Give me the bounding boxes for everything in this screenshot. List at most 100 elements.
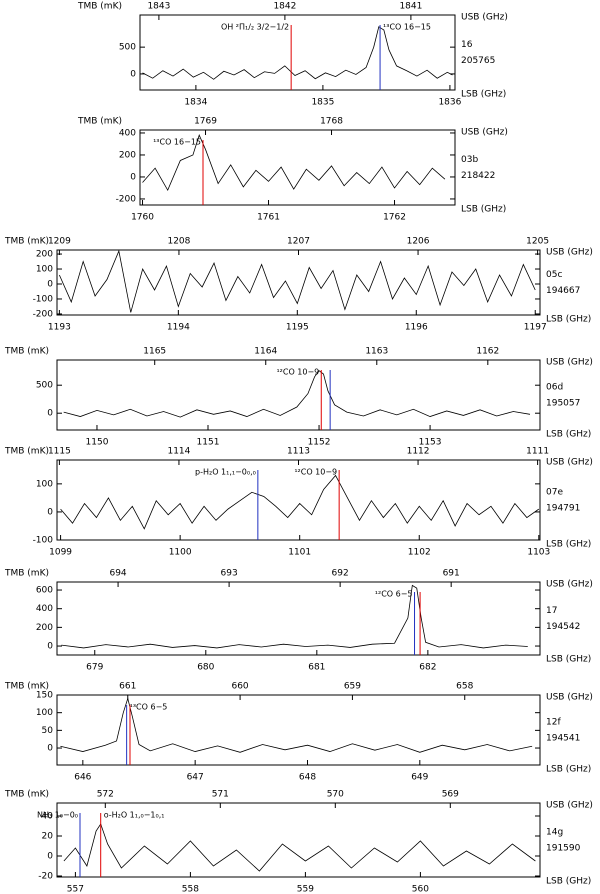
y-tick-label: 0 (47, 409, 53, 419)
spectrum (63, 370, 531, 418)
line-label: OH ²Π₁/₂ 3/2−1/2 (221, 23, 289, 32)
usb-label: USB (GHz) (546, 693, 593, 703)
x2-tick-label: 658 (456, 682, 473, 692)
x2-tick-label: 1209 (48, 237, 71, 247)
x-tick-label: 1836 (438, 98, 461, 108)
x2-tick-label: 1769 (194, 117, 217, 127)
x-tick-label: 1197 (524, 323, 547, 333)
plot-frame (139, 129, 456, 206)
x-tick-label: 1151 (197, 438, 220, 448)
y-tick-label: 0 (47, 507, 53, 517)
x-tick-label: 1196 (405, 323, 428, 333)
obs-id: 14g (546, 828, 563, 838)
x-tick-label: 646 (74, 773, 91, 783)
y-tick-label: 20 (42, 832, 54, 842)
y-tick-label: 500 (119, 43, 136, 53)
x-tick-label: 681 (308, 663, 325, 673)
spectrum (142, 26, 453, 80)
y-axis-label: TMB (mK) (4, 790, 49, 800)
x-tick-label: 649 (411, 773, 428, 783)
y-tick-label: 40 (42, 812, 54, 822)
y-tick-label: -200 (33, 309, 54, 319)
x-tick-label: 1101 (288, 548, 311, 558)
usb-label: USB (GHz) (546, 458, 593, 468)
y-tick-label: 100 (36, 479, 53, 489)
usb-label: USB (GHz) (546, 801, 593, 811)
obs-id: 17 (546, 606, 557, 616)
x2-tick-label: 569 (442, 790, 459, 800)
lsb-label: LSB (GHz) (546, 315, 591, 325)
line-label: o-H₂O 1₁,₀−1₀,₁ (104, 811, 165, 820)
x-tick-label: 1760 (131, 213, 154, 223)
spectrum (63, 823, 536, 872)
x2-tick-label: 1206 (407, 237, 430, 247)
y-axis-label: TMB (mK) (4, 682, 49, 692)
lsb-label: LSB (GHz) (461, 90, 506, 100)
x-tick-label: 1100 (169, 548, 192, 558)
plot-frame (56, 581, 541, 656)
x2-tick-label: 693 (221, 569, 238, 579)
line-label: ¹³CO 16−15 (383, 23, 431, 32)
y-tick-label: 0 (47, 744, 53, 754)
x-tick-label: 1102 (408, 548, 431, 558)
spectrum (61, 584, 528, 649)
x-tick-label: 1195 (286, 323, 309, 333)
y-tick-label: 0 (130, 69, 136, 79)
usb-label: USB (GHz) (546, 580, 593, 590)
x-tick-label: 1099 (49, 548, 72, 558)
y-tick-label: 200 (36, 250, 53, 260)
x-tick-label: 1152 (308, 438, 331, 448)
line-label: ¹³CO 6−5 (130, 703, 168, 712)
y-tick-label: 0 (130, 172, 136, 182)
x-tick-label: 1150 (86, 438, 109, 448)
plot-frame (56, 359, 541, 431)
x2-tick-label: 1842 (273, 2, 296, 12)
x-tick-label: 648 (299, 773, 316, 783)
spectrum (60, 474, 540, 530)
y-axis-label: TMB (mK) (4, 237, 49, 247)
obs-number: 218422 (461, 171, 495, 181)
y-tick-label: 600 (36, 586, 53, 596)
usb-label: USB (GHz) (461, 13, 508, 23)
lsb-label: LSB (GHz) (546, 540, 591, 550)
x-tick-label: 558 (182, 885, 199, 894)
x2-tick-label: 1112 (407, 447, 430, 457)
x-tick-label: 682 (419, 663, 436, 673)
y-tick-label: 500 (36, 381, 53, 391)
x-tick-label: 559 (297, 885, 314, 894)
y-tick-label: 400 (36, 604, 53, 614)
y-tick-label: 0 (47, 279, 53, 289)
y-tick-label: -100 (33, 536, 54, 546)
x2-tick-label: 1113 (287, 447, 310, 457)
line-label: ¹³CO 16−15 (153, 138, 201, 147)
lsb-label: LSB (GHz) (546, 655, 591, 665)
usb-label: USB (GHz) (546, 358, 593, 368)
x-tick-label: 1835 (311, 98, 334, 108)
lsb-label: LSB (GHz) (546, 877, 591, 887)
y-tick-label: 100 (36, 265, 53, 275)
line-label: ¹²CO 10−9 (294, 468, 337, 477)
y-tick-label: -20 (38, 872, 53, 882)
x-tick-label: 1834 (184, 98, 207, 108)
x2-tick-label: 1115 (48, 447, 71, 457)
x2-tick-label: 570 (327, 790, 344, 800)
lsb-label: LSB (GHz) (546, 765, 591, 775)
x2-tick-label: 1164 (254, 347, 277, 357)
obs-number: 194541 (546, 734, 580, 744)
x2-tick-label: 571 (212, 790, 229, 800)
x2-tick-label: 660 (231, 682, 248, 692)
y-tick-label: 0 (47, 852, 53, 862)
x-tick-label: 1193 (48, 323, 71, 333)
plot-frame (56, 802, 541, 878)
x-tick-label: 557 (67, 885, 84, 894)
obs-id: 16 (461, 40, 473, 50)
x2-tick-label: 1843 (147, 2, 170, 12)
line-label: NH₃ 1₀−0₀ (37, 811, 78, 820)
obs-id: 03b (461, 155, 478, 165)
x2-tick-label: 659 (344, 682, 361, 692)
x2-tick-label: 1207 (287, 237, 310, 247)
x-tick-label: 1153 (419, 438, 442, 448)
obs-number: 194542 (546, 622, 580, 632)
